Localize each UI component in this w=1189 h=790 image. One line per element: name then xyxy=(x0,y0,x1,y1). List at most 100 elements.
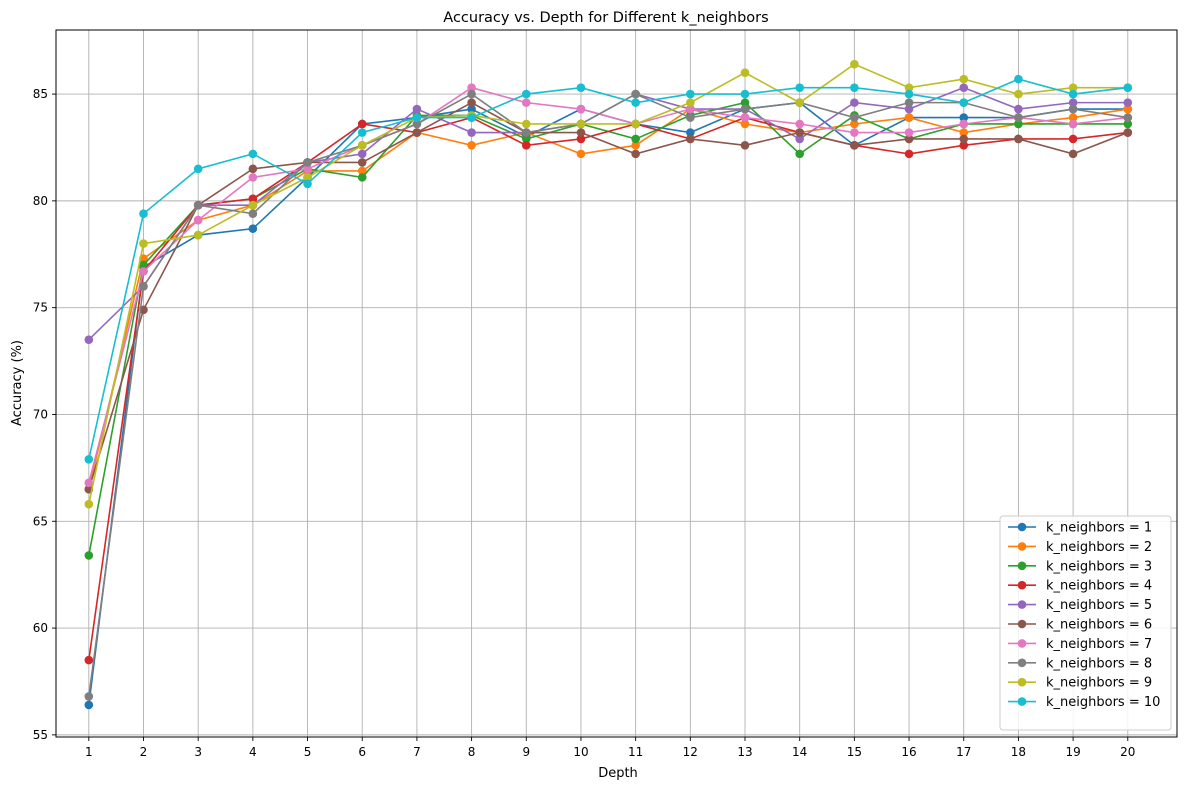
data-point xyxy=(303,158,312,167)
data-point xyxy=(904,89,914,99)
data-point xyxy=(1014,119,1023,129)
data-point xyxy=(84,700,94,710)
data-point xyxy=(139,260,148,270)
data-point xyxy=(467,141,476,150)
data-point xyxy=(1014,89,1023,99)
data-point xyxy=(84,499,94,509)
data-point xyxy=(412,104,422,114)
data-point xyxy=(521,98,531,107)
data-point xyxy=(795,149,804,159)
data-point xyxy=(1123,128,1133,137)
data-point xyxy=(850,141,859,150)
data-point xyxy=(357,128,367,137)
data-point xyxy=(576,104,586,114)
legend-label: k_neighbors = 6 xyxy=(1046,618,1152,633)
data-point xyxy=(303,179,312,189)
data-point xyxy=(193,215,203,225)
data-point xyxy=(84,655,94,665)
data-point xyxy=(904,113,914,122)
legend-marker xyxy=(1017,580,1027,590)
y-tick-label: 80 xyxy=(33,194,48,208)
data-point xyxy=(631,141,640,150)
legend-label: k_neighbors = 9 xyxy=(1046,676,1152,691)
x-tick-label: 19 xyxy=(1065,745,1080,759)
series-line xyxy=(88,116,1128,661)
y-tick-label: 70 xyxy=(33,407,48,421)
legend-marker xyxy=(1017,522,1027,532)
y-tick-label: 75 xyxy=(33,301,48,315)
data-point xyxy=(1123,83,1133,92)
data-point xyxy=(795,83,804,92)
data-point xyxy=(303,164,312,174)
data-point xyxy=(904,149,914,159)
data-point xyxy=(631,149,640,159)
x-tick-label: 13 xyxy=(737,745,752,759)
series-line xyxy=(88,86,1128,484)
x-tick-label: 11 xyxy=(628,745,643,759)
data-point xyxy=(84,335,94,345)
data-point xyxy=(193,200,203,210)
legend-label: k_neighbors = 3 xyxy=(1046,559,1152,574)
data-point xyxy=(959,98,969,107)
legend-entry: k_neighbors = 5 xyxy=(1008,598,1152,613)
data-point xyxy=(850,113,859,122)
legend-label: k_neighbors = 5 xyxy=(1046,598,1152,613)
data-point xyxy=(576,83,586,92)
legend-entry: k_neighbors = 6 xyxy=(1008,618,1152,633)
legend-entry: k_neighbors = 4 xyxy=(1008,579,1152,594)
x-tick-label: 14 xyxy=(792,745,807,759)
data-point xyxy=(576,149,586,159)
legend-marker xyxy=(1017,677,1027,687)
legend-label: k_neighbors = 2 xyxy=(1046,540,1152,555)
data-point xyxy=(84,692,94,701)
data-point xyxy=(576,119,586,129)
data-point xyxy=(686,89,695,99)
data-point xyxy=(959,119,969,129)
series-k8 xyxy=(84,89,1133,701)
y-tick-label: 60 xyxy=(33,621,48,635)
data-point xyxy=(303,173,312,182)
legend-marker xyxy=(1017,658,1027,668)
data-point xyxy=(193,164,203,174)
data-point xyxy=(904,98,914,107)
data-point xyxy=(248,209,258,218)
data-point xyxy=(84,551,94,560)
data-point xyxy=(904,128,914,137)
legend-entry: k_neighbors = 3 xyxy=(1008,559,1152,574)
data-point xyxy=(904,83,914,92)
legend-marker xyxy=(1017,619,1027,629)
data-point xyxy=(139,267,148,276)
data-point xyxy=(850,128,859,137)
legend: k_neighbors = 1 k_neighbors = 2 k_neighbor… xyxy=(999,515,1172,731)
data-point xyxy=(795,119,804,129)
data-point xyxy=(521,119,531,129)
x-tick-label: 5 xyxy=(304,745,312,759)
data-point xyxy=(357,119,367,129)
series-k7 xyxy=(84,83,1133,488)
x-tick-label: 17 xyxy=(956,745,971,759)
data-point xyxy=(959,83,969,92)
data-point xyxy=(357,166,367,176)
data-point xyxy=(686,113,695,122)
data-point xyxy=(576,128,586,137)
data-point xyxy=(521,89,531,99)
data-point xyxy=(631,119,640,129)
data-point xyxy=(740,98,750,107)
data-point xyxy=(248,194,258,204)
data-point xyxy=(139,239,148,248)
data-point xyxy=(1068,98,1078,107)
legend-entry: k_neighbors = 8 xyxy=(1008,656,1152,671)
series-line xyxy=(88,108,1128,490)
legend-label: k_neighbors = 1 xyxy=(1046,521,1152,536)
x-tick-label: 15 xyxy=(847,745,862,759)
data-point xyxy=(521,141,531,150)
data-point xyxy=(467,128,476,137)
data-point xyxy=(740,89,750,99)
series-lines xyxy=(84,59,1133,710)
legend-entry: k_neighbors = 10 xyxy=(1008,695,1160,710)
data-point xyxy=(521,134,531,144)
data-point xyxy=(248,200,258,210)
data-point xyxy=(84,455,94,464)
data-point xyxy=(740,104,750,114)
